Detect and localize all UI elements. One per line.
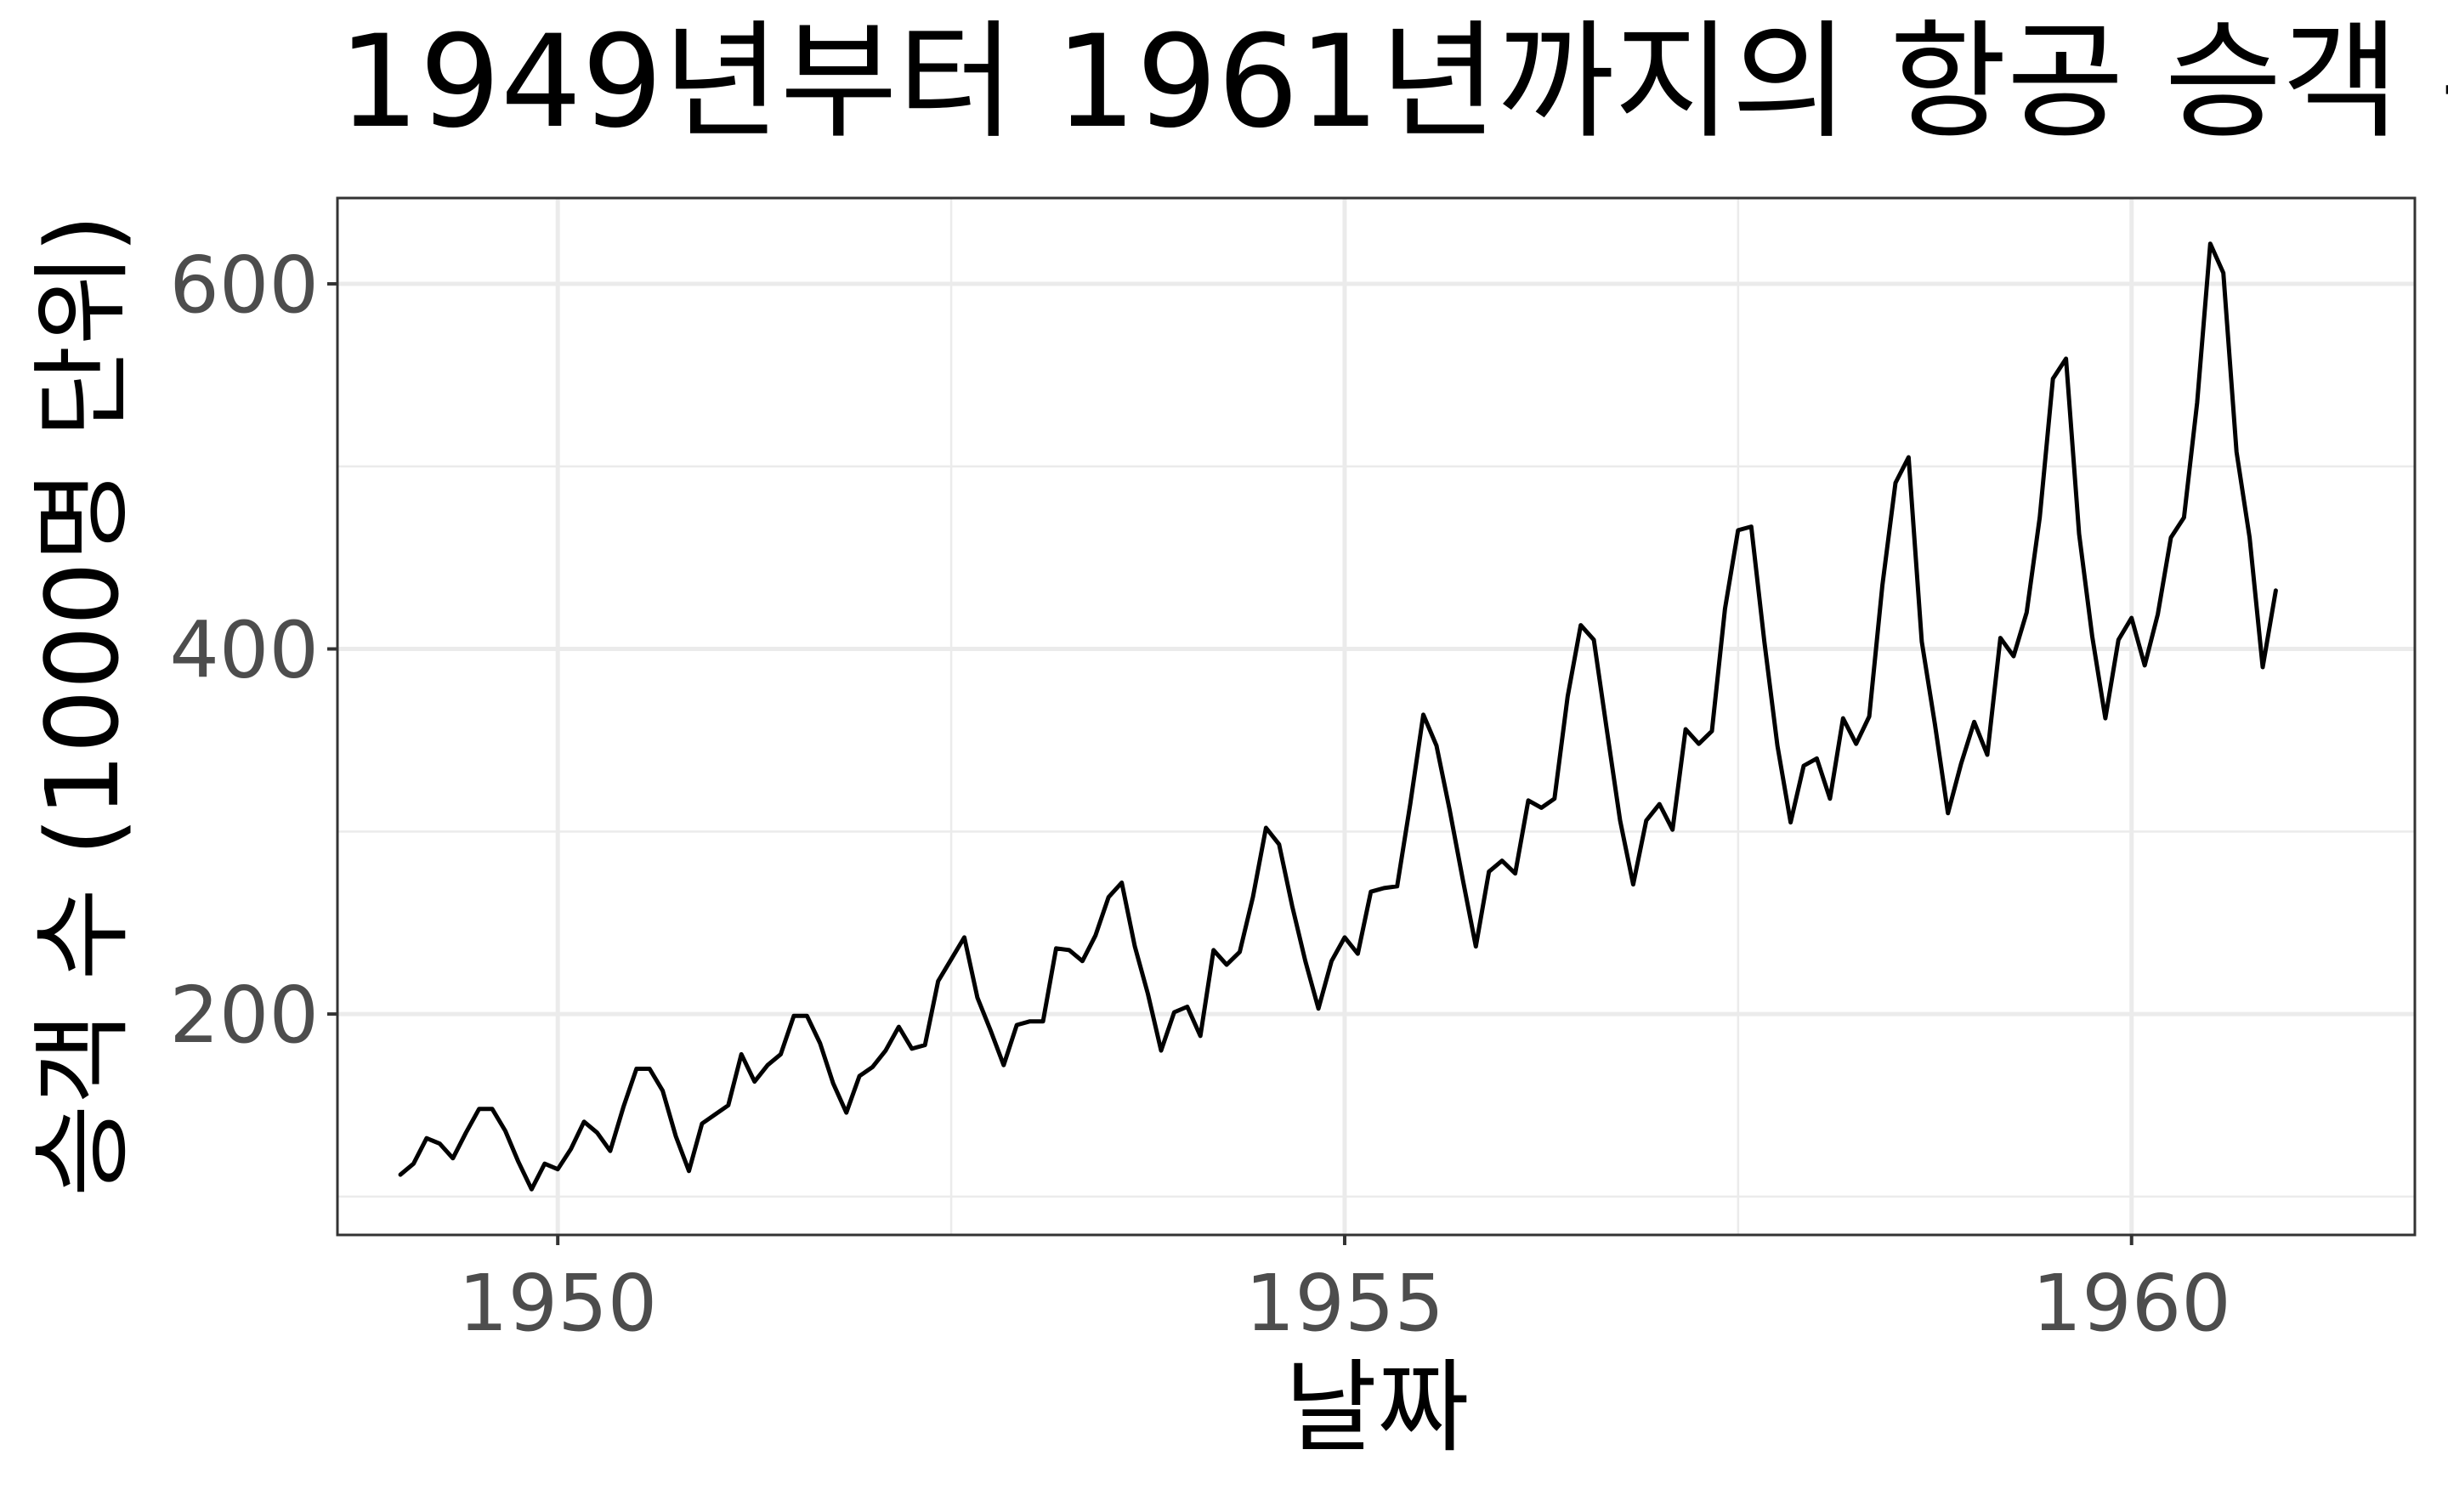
y-axis: 200 400 600 (169, 240, 337, 1061)
x-tick-label: 1960 (2032, 1258, 2231, 1349)
y-axis-title: 승객 수 (1000명 단위) (24, 214, 141, 1197)
plot-panel-border (336, 196, 2417, 1237)
x-tick-label: 1955 (1245, 1258, 1444, 1349)
x-axis-title: 날짜 (1284, 1349, 1469, 1466)
chart-title: 1949년부터 1961년까지의 항공 승객 수 (338, 8, 2448, 156)
y-tick-label: 200 (169, 970, 319, 1061)
minor-gridlines (337, 198, 2415, 1235)
y-tick-label: 400 (169, 605, 319, 696)
y-tick-label: 600 (169, 240, 319, 331)
series-line (398, 241, 2278, 1192)
passenger-series (398, 241, 2278, 1192)
x-axis: 1950 1955 1960 (458, 1235, 2231, 1349)
major-gridlines (337, 198, 2415, 1235)
x-tick-label: 1950 (458, 1258, 657, 1349)
